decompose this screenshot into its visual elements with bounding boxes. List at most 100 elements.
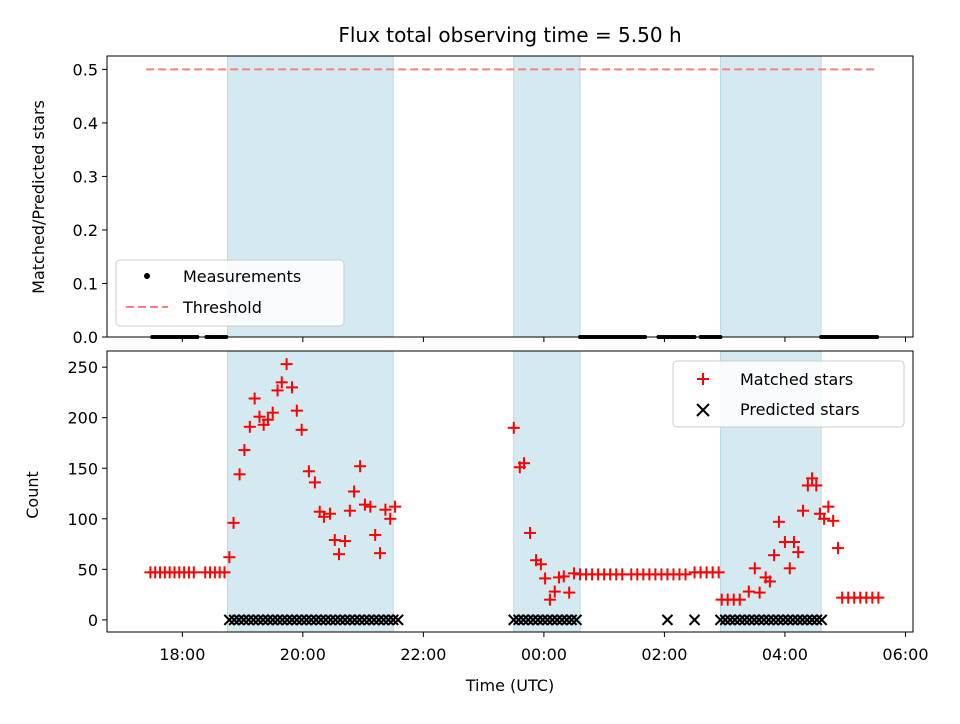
marker-stroke bbox=[806, 614, 818, 626]
bottom-panel: 0 50 100 150 200 250 18:00 20:00 22:00 00:00 02:0… bbox=[23, 350, 929, 695]
legend-threshold-label: Threshold bbox=[182, 298, 262, 317]
marker-stroke bbox=[777, 614, 789, 626]
matched-star-marker bbox=[753, 586, 766, 599]
predicted-star-marker bbox=[782, 614, 794, 626]
predicted-star-marker bbox=[517, 614, 530, 626]
predicted-star-marker bbox=[324, 614, 337, 626]
marker-stroke bbox=[753, 614, 765, 626]
predicted-star-marker bbox=[281, 614, 293, 626]
marker-stroke bbox=[796, 614, 809, 626]
matched-star-marker bbox=[243, 420, 256, 433]
predicted-star-marker bbox=[363, 614, 375, 626]
bottom-y-tick-label: 150 bbox=[67, 459, 98, 478]
top-y-tick-label: 0.5 bbox=[73, 60, 98, 79]
marker-stroke bbox=[368, 614, 380, 626]
predicted-star-marker bbox=[758, 614, 770, 626]
bottom-y-ticks: 0 50 100 150 200 250 bbox=[67, 358, 107, 630]
predicted-star-marker bbox=[546, 614, 559, 626]
matched-star-marker bbox=[261, 413, 274, 426]
matched-star-marker bbox=[227, 516, 240, 529]
predicted-star-marker bbox=[387, 614, 399, 626]
top-y-ticks: 0.0 0.1 0.2 0.3 0.4 0.5 bbox=[73, 60, 107, 347]
marker-stroke bbox=[772, 614, 785, 626]
marker-stroke bbox=[714, 614, 727, 626]
predicted-star-marker bbox=[242, 614, 255, 626]
bottom-y-tick-label: 200 bbox=[67, 409, 98, 428]
marker-stroke bbox=[758, 614, 770, 626]
marker-stroke bbox=[570, 614, 583, 626]
matched-star-marker bbox=[343, 504, 356, 517]
matched-star-marker bbox=[507, 421, 520, 434]
matched-star-marker bbox=[339, 535, 352, 548]
matched-star-marker bbox=[783, 562, 796, 575]
predicted-star-marker bbox=[267, 614, 279, 626]
bottom-y-tick-label: 50 bbox=[78, 560, 98, 579]
matched-star-marker bbox=[275, 376, 288, 389]
matched-star-marker bbox=[797, 504, 810, 517]
predicted-star-marker bbox=[729, 614, 741, 626]
matched-star-marker bbox=[187, 566, 200, 579]
top-y-tick-label: 0.3 bbox=[73, 167, 98, 186]
predicted-star-marker bbox=[743, 614, 756, 626]
marker-stroke bbox=[271, 614, 284, 626]
predicted-star-marker bbox=[315, 614, 327, 626]
top-plot-frame bbox=[106, 55, 914, 338]
matched-star-marker bbox=[223, 551, 236, 564]
matched-star-marker bbox=[333, 548, 346, 561]
predicted-star-marker bbox=[320, 614, 332, 626]
matched-star-marker bbox=[733, 593, 746, 606]
top-legend-box bbox=[115, 259, 345, 327]
predicted-star-marker bbox=[806, 614, 818, 626]
matched-star-marker bbox=[373, 547, 386, 560]
marker-stroke bbox=[228, 614, 240, 626]
predicted-legend-marker bbox=[696, 403, 710, 417]
matched-star-marker bbox=[389, 500, 402, 513]
matched-star-marker bbox=[348, 485, 361, 498]
marker-stroke bbox=[382, 614, 395, 626]
predicted-star-marker bbox=[561, 614, 573, 626]
marker-stroke bbox=[512, 614, 525, 626]
predicted-star-marker bbox=[570, 614, 583, 626]
predicted-star-marker bbox=[262, 614, 274, 626]
shaded-interval-2 bbox=[513, 55, 581, 338]
predicted-star-marker bbox=[815, 614, 828, 626]
marker-stroke bbox=[363, 614, 375, 626]
predicted-star-marker bbox=[551, 614, 563, 626]
predicted-star-marker bbox=[777, 614, 789, 626]
marker-stroke bbox=[743, 614, 756, 626]
bottom-x-tick-label: 02:00 bbox=[641, 645, 687, 664]
marker-stroke bbox=[508, 614, 520, 626]
matched-star-marker bbox=[534, 558, 547, 571]
matched-star-marker bbox=[328, 534, 341, 547]
matched-star-marker bbox=[563, 586, 576, 599]
predicted-star-marker bbox=[368, 614, 380, 626]
predicted-star-marker bbox=[762, 614, 775, 626]
shaded-interval-1 bbox=[227, 350, 394, 633]
marker-stroke bbox=[815, 614, 828, 626]
marker-stroke bbox=[247, 614, 260, 626]
bottom-y-axis-label: Count bbox=[23, 471, 42, 519]
predicted-star-marker bbox=[295, 614, 308, 626]
matched-star-marker bbox=[810, 479, 823, 492]
matched-star-marker bbox=[323, 507, 336, 520]
matched-star-marker bbox=[679, 568, 692, 581]
predicted-star-marker bbox=[329, 614, 342, 626]
marker-stroke bbox=[295, 614, 308, 626]
predicted-star-marker bbox=[532, 614, 544, 626]
legend-measurements-label: Measurements bbox=[183, 267, 301, 286]
predicted-star-marker bbox=[377, 614, 390, 626]
predicted-star-marker bbox=[353, 614, 366, 626]
marker-stroke bbox=[661, 614, 674, 626]
marker-stroke bbox=[734, 614, 746, 626]
top-panel: 0.0 0.1 0.2 0.3 0.4 0.5 Flux total observing … bbox=[29, 23, 914, 347]
marker-stroke bbox=[281, 614, 293, 626]
matched-star-marker bbox=[768, 549, 781, 562]
top-y-tick-label: 0.0 bbox=[73, 328, 98, 347]
matched-star-marker bbox=[354, 460, 367, 473]
predicted-star-marker bbox=[536, 614, 549, 626]
marker-stroke bbox=[262, 614, 274, 626]
marker-stroke bbox=[724, 614, 736, 626]
predicted-star-marker bbox=[247, 614, 260, 626]
marker-stroke bbox=[233, 614, 245, 626]
marker-stroke bbox=[267, 614, 279, 626]
